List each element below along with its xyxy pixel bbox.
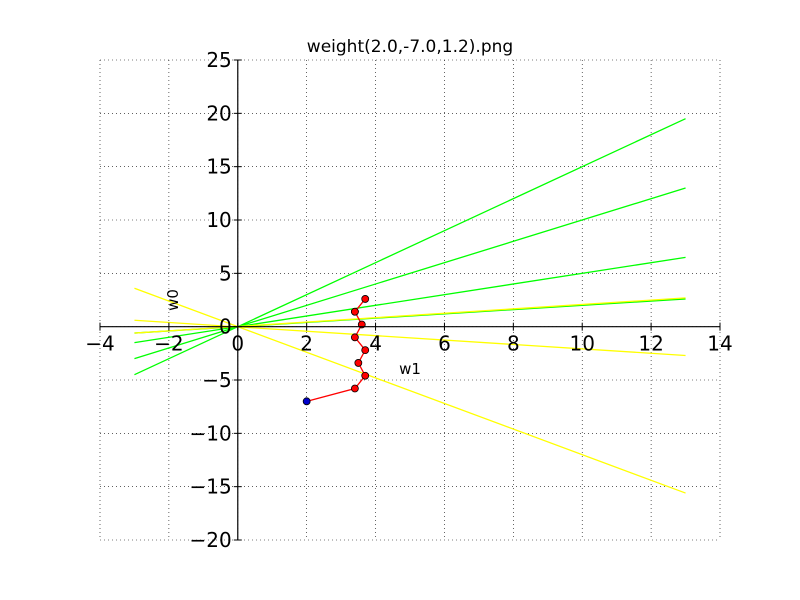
x-tick-label: 10: [569, 332, 594, 356]
path-point: [350, 307, 359, 316]
path-point: [361, 371, 370, 380]
x-tick-label: 0: [231, 332, 244, 356]
x-tick-label: 2: [300, 332, 313, 356]
yellow-line: [134, 287, 686, 494]
y-tick-label: 0: [219, 315, 232, 339]
start-point: [302, 397, 311, 406]
y-tick-label: −15: [190, 475, 232, 499]
y-tick-label: 20: [206, 101, 231, 125]
x-tick-label: −2: [154, 332, 183, 356]
axes-group: [99, 59, 721, 541]
x-tick-label: 14: [707, 332, 732, 356]
y-tick-label: −10: [190, 421, 232, 445]
green-line: [134, 118, 686, 376]
path-point: [361, 295, 370, 303]
y-tick-label: 5: [219, 261, 232, 285]
path-point: [361, 346, 370, 355]
x-tick-label: 12: [638, 332, 663, 356]
green-line: [134, 187, 686, 360]
y-axis-label: w0: [164, 289, 182, 311]
y-tick-label: −5: [202, 368, 231, 392]
x-axis-label: w1: [399, 360, 421, 378]
x-tick-label: 8: [507, 332, 520, 356]
y-tick-label: 15: [206, 155, 231, 179]
y-tick-label: 10: [206, 208, 231, 232]
green-line: [134, 256, 686, 344]
chart-title: weight(2.0,-7.0,1.2).png: [307, 37, 513, 57]
x-tick-label: 6: [438, 332, 451, 356]
x-tick-label: 4: [369, 332, 382, 356]
path-point: [350, 333, 359, 342]
x-tick-label: −4: [85, 332, 114, 356]
y-tick-label: 25: [206, 48, 231, 72]
path-point: [354, 359, 363, 367]
path-point: [350, 384, 359, 393]
weight-path-line: [306, 298, 366, 402]
y-tick-label: −20: [190, 528, 232, 552]
